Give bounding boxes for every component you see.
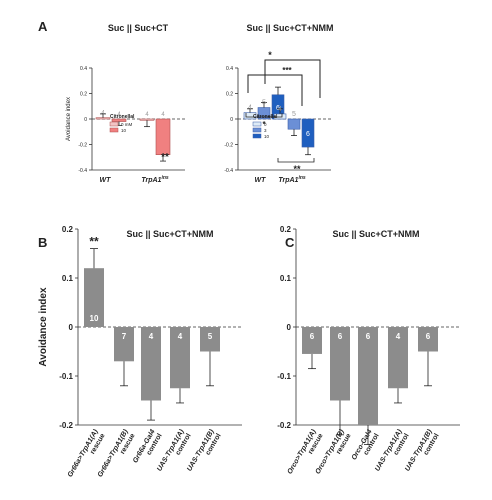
category-label: WT [100, 177, 112, 184]
y-tick-label: -0.2 [224, 142, 233, 148]
n-label: 5 [208, 332, 213, 341]
y-tick-label: 0 [84, 117, 87, 123]
panel-3: B Suc || Suc+CT+NMM 0.2 0.1 0 -0.1 -0.2 Avoidan… [38, 225, 242, 479]
y-tick-label: -0.4 [224, 168, 233, 174]
panel-title: Suc || Suc+CT+NMM [332, 229, 419, 239]
bar-4 [388, 327, 408, 389]
panel-letter: C [285, 235, 295, 250]
panel-letter: B [38, 235, 47, 250]
n-label: 7 [122, 332, 127, 341]
legend-label: 10 [264, 134, 270, 139]
legend-swatch [252, 121, 262, 127]
y-tick-label: 0.4 [226, 66, 233, 72]
bar-2 [330, 327, 350, 401]
n-label: 5 [292, 111, 296, 118]
y-tick-label: 0.2 [80, 91, 87, 97]
bar-2 [114, 327, 134, 362]
y-tick-label: -0.1 [59, 372, 73, 381]
y-tick-label: 0.1 [280, 274, 292, 283]
n-label: 6 [306, 131, 310, 138]
category-label: WT [255, 177, 267, 184]
panel-title: Suc || Suc+CT [108, 23, 169, 33]
panel-title: Suc || Suc+CT+NMM [246, 23, 333, 33]
category-label: TrpA1ins [141, 175, 169, 184]
bar-3 [358, 327, 378, 425]
y-tick-label: -0.1 [277, 372, 291, 381]
bar-3-2 [287, 118, 301, 130]
bracket [245, 113, 283, 118]
n-label: 6 [366, 332, 371, 341]
y-tick-label: -0.2 [59, 421, 73, 430]
n-label: 6 [310, 332, 315, 341]
y-tick-label: -0.2 [78, 142, 87, 148]
n-label: 10 [90, 314, 99, 323]
legend-title: Citronellal [110, 114, 135, 120]
category-superscript: ins [298, 175, 305, 181]
significance-label: ** [161, 152, 169, 163]
bracket [247, 74, 303, 106]
n-label: 4 [101, 111, 105, 117]
bracket [264, 59, 321, 98]
y-tick-label: 0 [230, 117, 233, 123]
significance-label: * [268, 50, 272, 60]
y-tick-label: 0.4 [80, 66, 87, 72]
n-label: 4 [161, 112, 165, 118]
panel-title: Suc || Suc+CT+NMM [126, 229, 213, 239]
y-tick-label: 0.2 [226, 91, 233, 97]
n-label: 4 [278, 106, 282, 113]
significance-label: * [262, 120, 266, 129]
bar-5 [418, 327, 438, 352]
legend-label: 10 [121, 128, 127, 133]
bar-10-2 [155, 118, 171, 156]
n-label: 6 [338, 332, 343, 341]
y-tick-label: 0 [69, 323, 74, 332]
legend-swatch [252, 133, 262, 139]
bar-0mM-2 [139, 118, 155, 121]
y-tick-label: 0.1 [62, 274, 74, 283]
significance-label: ** [293, 164, 301, 174]
n-label: 4 [145, 112, 149, 118]
n-label: 6 [276, 105, 280, 112]
y-tick-label: 0.2 [62, 225, 74, 234]
legend-swatch [252, 127, 262, 133]
y-tick-label: -0.4 [78, 168, 87, 174]
y-axis-label: Avoidance index [66, 97, 72, 141]
y-axis-label: Avoidance index [38, 287, 49, 367]
n-label: 5 [262, 100, 266, 107]
significance-label: *** [282, 66, 292, 75]
legend-label: 3 [264, 128, 267, 133]
legend-swatch [109, 127, 119, 133]
panel-2: Suc || Suc+CT+NMM 0.4 0.2 0 -0.2 -0.4 4 5 6 WT 4 5 6… [224, 23, 333, 184]
bar-3 [141, 327, 161, 401]
bar-0mM-1 [95, 117, 111, 120]
category-label: UAS-TrpA1(B)control [404, 428, 441, 477]
category-label: UAS-TrpA1(B)control [186, 428, 223, 477]
n-label: 4 [248, 105, 252, 112]
n-label: 4 [396, 332, 401, 341]
legend-label: 0 mM [121, 122, 133, 127]
bar-1 [84, 268, 104, 327]
n-label: 6 [426, 332, 431, 341]
category-label: Gr66a-Gal4control [132, 428, 164, 468]
legend-swatch [109, 121, 119, 127]
y-tick-label: 0 [287, 323, 292, 332]
y-tick-label: -0.2 [277, 421, 291, 430]
bar-4 [170, 327, 190, 389]
n-label: 4 [117, 112, 121, 118]
significance-label: ** [89, 235, 99, 249]
bar-5 [200, 327, 220, 352]
y-tick-label: 0.2 [280, 225, 292, 234]
category-label: Orco-Gal4control [351, 428, 381, 465]
n-label: 4 [178, 332, 183, 341]
category-label: TrpA1ins [278, 175, 306, 184]
n-label: 4 [149, 332, 154, 341]
category-superscript: ins [161, 175, 168, 181]
panel-letter: A [38, 19, 48, 34]
bracket [277, 158, 315, 163]
legend-label: 0 [264, 122, 267, 127]
bar-1 [302, 327, 322, 354]
panel-1: A Suc || Suc+CT 0.4 0.2 0 -0.2 -0.4 Avoidance i… [38, 19, 185, 184]
